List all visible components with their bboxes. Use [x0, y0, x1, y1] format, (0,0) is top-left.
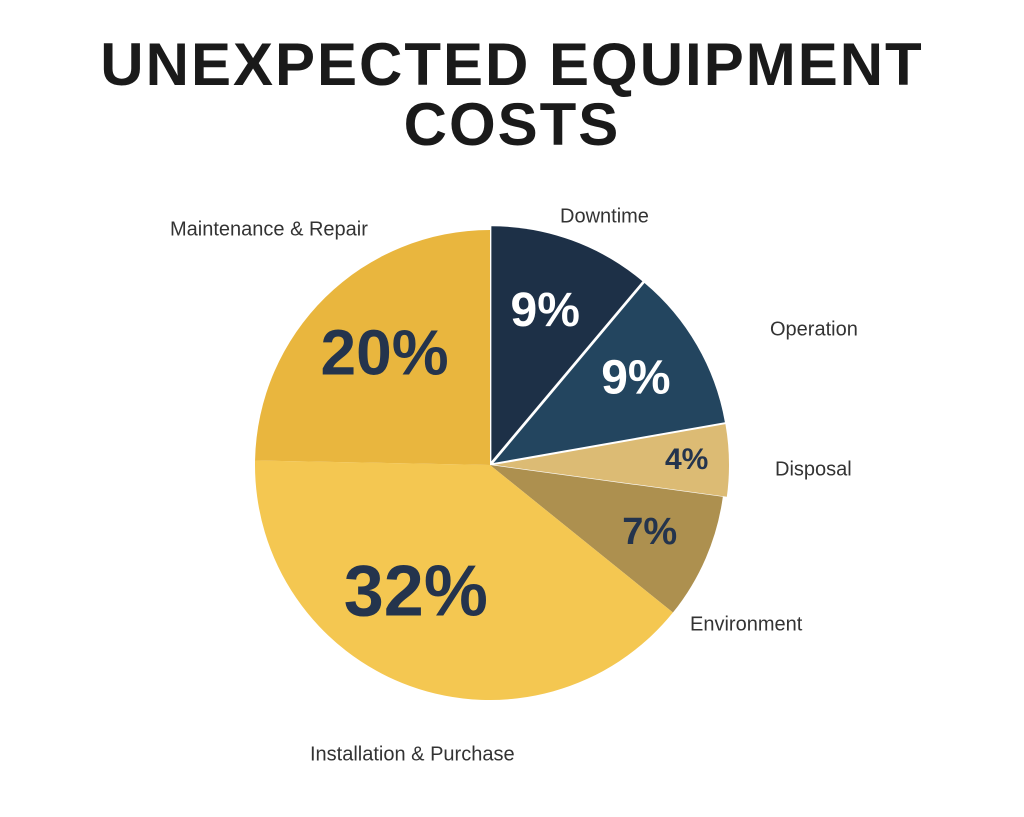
slice-percentage: 9%: [511, 284, 580, 337]
slice-label: Operation: [770, 318, 858, 340]
slice-percentage: 7%: [622, 511, 677, 553]
page-title: UNEXPECTED EQUIPMENT COSTS: [0, 35, 1024, 155]
slice-percentage: 4%: [665, 443, 708, 476]
pie-chart: 9% Downtime 9% Operation 4% Disposal 7% Environ…: [0, 165, 1024, 785]
slice-percentage: 20%: [321, 317, 449, 389]
slice-label: Environment: [690, 613, 803, 635]
slice-percentage: 9%: [601, 351, 670, 404]
slice-label: Installation & Purchase: [310, 743, 515, 765]
slice-label: Maintenance & Repair: [170, 218, 368, 240]
slice-label: Disposal: [775, 458, 852, 480]
slice-percentage: 32%: [344, 551, 488, 631]
slice-label: Downtime: [560, 205, 649, 227]
